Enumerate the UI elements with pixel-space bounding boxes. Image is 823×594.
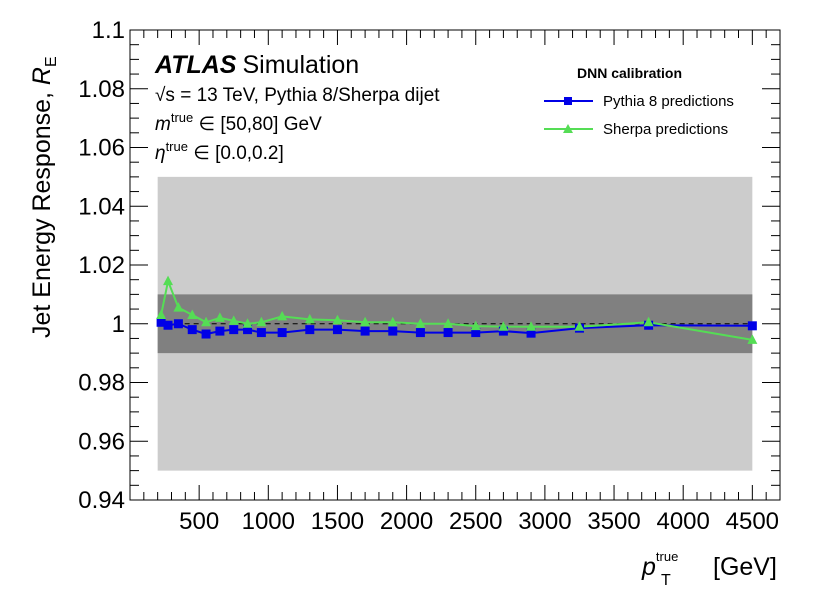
- series-0-point-2: [173, 319, 183, 329]
- series-markers: [156, 275, 758, 344]
- legend-label-sherpa: Sherpa predictions: [603, 121, 728, 138]
- series-1-point-2: [173, 302, 184, 312]
- series-1-point-0: [156, 309, 167, 319]
- y-tick-label-3: 1: [112, 311, 125, 338]
- y-tick-label-7: 1.08: [78, 76, 125, 103]
- series-lines: [160, 277, 753, 341]
- series-1-point-11: [332, 314, 343, 325]
- x-tick-label-4: 2500: [449, 508, 502, 535]
- series-0-point-15: [443, 328, 453, 338]
- y-tick-label-2: 0.98: [78, 370, 125, 397]
- y-tick-label-8: 1.1: [92, 17, 125, 44]
- y-tick-label-5: 1.04: [78, 193, 125, 220]
- atlas-label: ATLAS Simulation: [154, 51, 359, 79]
- y-ticks: 0.94 0.96 0.98 1 1.02 1.04 1.06 1.08 1.1: [78, 17, 780, 514]
- series-0-point-6: [229, 325, 239, 335]
- x-axis-title-sub: T: [661, 572, 671, 589]
- series-1-point-5: [214, 312, 225, 322]
- legend-label-pythia: Pythia 8 predictions: [603, 93, 734, 110]
- series-line-1: [160, 277, 753, 341]
- series-1-point-3: [187, 309, 198, 319]
- series-0-point-7: [243, 325, 253, 335]
- series-0-point-14: [415, 328, 425, 338]
- series-1-point-1: [163, 275, 174, 286]
- series-0-point-16: [471, 328, 481, 338]
- series-1-point-17: [498, 321, 509, 331]
- x-axis-title-symbol: p: [641, 553, 656, 581]
- y-axis-title: Jet Energy Response, RE: [28, 56, 60, 338]
- series-0-point-0: [156, 317, 166, 327]
- annotation-energy: √s = 13 TeV, Pythia 8/Sherpa dijet: [155, 85, 440, 106]
- x-tick-label-1: 1000: [242, 508, 295, 535]
- series-1-point-8: [256, 316, 267, 327]
- x-axis-title-sup: true: [656, 549, 678, 564]
- series-0-point-8: [256, 328, 266, 338]
- series-0-point-3: [187, 325, 197, 335]
- legend-marker-sherpa: [563, 124, 573, 133]
- series-1-point-10: [304, 313, 315, 324]
- series-0-point-11: [332, 325, 342, 335]
- legend-title: DNN calibration: [577, 65, 682, 81]
- series-0-point-21: [747, 321, 757, 331]
- y-tick-label-4: 1.02: [78, 252, 125, 279]
- series-1-point-16: [470, 320, 481, 331]
- series-1-point-12: [360, 316, 371, 327]
- x-tick-label-5: 3000: [518, 508, 571, 535]
- x-tick-label-8: 4500: [726, 508, 779, 535]
- legend-marker-pythia: [564, 97, 572, 105]
- series-1-point-13: [387, 316, 398, 327]
- series-1-point-14: [415, 318, 426, 328]
- y-axis-title-main: Jet Energy Response,: [28, 85, 56, 338]
- series-0-point-12: [360, 326, 370, 336]
- series-1-point-6: [228, 315, 239, 325]
- atlas-brand: ATLAS: [154, 51, 237, 79]
- series-1-point-9: [277, 310, 288, 321]
- simulation-label: Simulation: [242, 51, 359, 79]
- series-0-point-18: [526, 328, 536, 338]
- series-0-point-10: [305, 325, 315, 335]
- series-line-0: [160, 321, 753, 336]
- x-axis-title: ptrue [GeV]: [641, 549, 777, 581]
- y-tick-label-1: 0.96: [78, 428, 125, 455]
- series-1-point-4: [201, 316, 212, 327]
- x-axis-title-unit: [GeV]: [713, 553, 777, 581]
- series-1-point-20: [643, 316, 654, 327]
- legend: DNN calibration Pythia 8 predictions She…: [544, 65, 734, 138]
- y-tick-label-6: 1.06: [78, 135, 125, 162]
- series-1-point-15: [443, 318, 454, 328]
- y-tick-label-0: 0.94: [78, 487, 125, 514]
- x-tick-label-7: 4000: [656, 508, 709, 535]
- x-tick-label-2: 1500: [311, 508, 364, 535]
- series-1-point-18: [526, 321, 537, 331]
- series-1-point-21: [747, 334, 758, 344]
- series-0-point-5: [215, 326, 225, 336]
- annotation-mass: mtrue ∈ [50,80] GeV: [155, 110, 322, 135]
- series-0-point-4: [201, 329, 211, 339]
- series-0-point-13: [388, 326, 398, 336]
- x-ticks: 500 1000 1500 2000 2500 3000 3500 4000 4500: [143, 30, 779, 535]
- y-axis-title-symbol: R: [28, 67, 56, 85]
- annotation-eta: ηtrue ∈ [0.0,0.2]: [155, 139, 284, 164]
- y-axis-title-sub: E: [43, 56, 60, 67]
- series-0-point-17: [498, 326, 508, 336]
- series-1-point-19: [574, 321, 585, 331]
- series-1-point-7: [242, 318, 253, 328]
- series-0-point-1: [163, 320, 173, 330]
- x-tick-label-0: 500: [179, 508, 219, 535]
- x-tick-label-6: 3500: [587, 508, 640, 535]
- series-0-point-9: [277, 328, 287, 338]
- x-tick-label-3: 2000: [380, 508, 433, 535]
